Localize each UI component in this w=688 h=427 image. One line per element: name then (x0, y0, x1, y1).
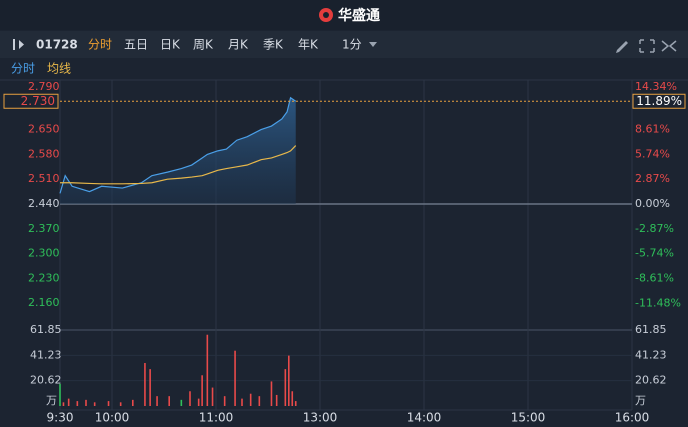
y-tick-label: 2.160 (28, 296, 60, 309)
y-tick-label: 2.790 (28, 80, 60, 93)
volume-bar (149, 369, 151, 406)
period-tab[interactable]: 日K (160, 38, 181, 52)
app-title: 华盛通 (338, 7, 380, 24)
volume-bar (294, 401, 297, 406)
volume-bar (223, 396, 226, 406)
x-tick-label: 9:30 (47, 411, 74, 425)
collapse-arrow[interactable] (19, 40, 24, 49)
y-tick-label: 2.650 (28, 123, 60, 136)
x-tick-label: 13:00 (303, 411, 338, 425)
volume-bar (180, 399, 183, 406)
volume-bar (211, 387, 214, 406)
price-line (59, 96, 297, 194)
volume-bar (270, 381, 273, 406)
volume-bar (189, 391, 191, 406)
volume-tick-label-right: 41.23 (635, 348, 667, 361)
y-tick-label: 2.370 (28, 222, 60, 235)
volume-bar (85, 399, 87, 406)
volume-bar (284, 369, 287, 406)
period-tab[interactable]: 年K (298, 38, 319, 52)
volume-unit-right: 万 (635, 394, 646, 407)
y-tick-label: 2.510 (28, 172, 60, 185)
volume-bar (59, 383, 61, 406)
y2-tick-label: 14.34% (635, 80, 677, 93)
y-tick-label: 2.230 (28, 271, 60, 284)
volume-bar (206, 334, 209, 406)
period-tab[interactable]: 周K (193, 38, 214, 52)
x-tick-label: 14:00 (407, 411, 442, 425)
volume-bar (291, 391, 294, 406)
interval-select[interactable]: 1分 (342, 38, 362, 52)
volume-tick-label: 41.23 (30, 348, 62, 361)
logo-hole (323, 12, 329, 18)
dropdown-arrow[interactable] (369, 42, 377, 47)
average-line (60, 145, 297, 185)
volume-bar (67, 398, 70, 406)
x-tick-label: 16:00 (615, 411, 650, 425)
volume-bar (241, 398, 243, 406)
volume-bar (249, 393, 252, 406)
y2-tick-label: 0.00% (635, 197, 670, 210)
period-tab[interactable]: 五日 (124, 38, 148, 52)
stock-code: 01728 (36, 38, 78, 52)
volume-tick-label-right: 20.62 (635, 374, 667, 387)
y2-tick-label: -5.74% (635, 247, 674, 260)
volume-bar (93, 402, 96, 406)
toolbar (0, 31, 688, 58)
last-price-label: 2.730 (21, 94, 55, 108)
draw-icon[interactable] (616, 41, 628, 53)
x-tick-label: 11:00 (199, 411, 234, 425)
legend-entry: 均线 (47, 62, 71, 76)
y2-tick-label: -11.48% (635, 296, 681, 309)
volume-bar (201, 375, 203, 406)
volume-bar (258, 396, 261, 406)
price-area (60, 97, 296, 204)
x-tick-label: 15:00 (511, 411, 546, 425)
volume-tick-label: 61.85 (30, 323, 62, 336)
x-tick-label: 10:00 (95, 411, 130, 425)
volume-bar (107, 401, 110, 406)
y2-tick-label: -8.61% (635, 271, 674, 284)
y2-tick-label: 5.74% (635, 147, 670, 160)
fullscreen-icon[interactable] (661, 40, 677, 52)
volume-tick-label-right: 61.85 (635, 323, 667, 336)
legend-entry: 分时 (11, 62, 35, 76)
y2-tick-label: 8.61% (635, 123, 670, 136)
y2-tick-label: 2.87% (635, 172, 670, 185)
y2-tick-label: -2.87% (635, 222, 674, 235)
volume-bar (288, 355, 290, 406)
last-change-box (632, 93, 686, 109)
period-tab[interactable]: 分时 (88, 38, 112, 52)
volume-tick-label: 20.62 (30, 374, 62, 387)
volume-bar (275, 394, 278, 406)
y-tick-label: 2.580 (28, 147, 60, 160)
collapse-icon[interactable] (13, 39, 15, 50)
y-tick-label: 2.440 (28, 197, 60, 210)
volume-unit: 万 (46, 394, 57, 407)
volume-bar (197, 398, 200, 406)
volume-bar (62, 402, 65, 406)
last-price-box (3, 93, 59, 109)
volume-bar (76, 401, 79, 406)
volume-bar (168, 396, 170, 406)
period-tab[interactable]: 月K (228, 38, 249, 52)
volume-bar (119, 402, 122, 406)
period-tab[interactable]: 季K (263, 38, 284, 52)
volume-bar (132, 399, 134, 406)
header-bar (0, 0, 688, 30)
y-tick-label: 2.300 (28, 247, 60, 260)
volume-bar (144, 362, 146, 406)
volume-bar (156, 396, 158, 406)
expand-icon[interactable] (639, 39, 655, 53)
volume-bar (234, 350, 236, 406)
last-change-label: 11.89% (636, 94, 682, 108)
